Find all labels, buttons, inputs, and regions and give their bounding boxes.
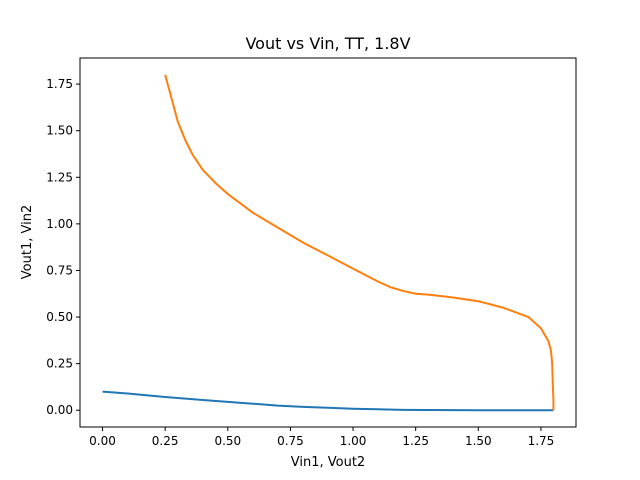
series-1-line xyxy=(102,390,554,412)
y-axis-label: Vout1, Vin2 xyxy=(20,205,35,279)
y-tick-label: 1.75 xyxy=(46,77,73,91)
plot-area xyxy=(102,74,555,412)
x-tick-label: 0.50 xyxy=(214,434,241,448)
x-tick-label: 1.25 xyxy=(402,434,429,448)
x-tick-label: 0.00 xyxy=(89,434,116,448)
tick-group: 0.00 0.25 0.50 0.75 1.00 1.25 1.50 1.75 0.00 0.25… xyxy=(46,77,554,448)
y-tick-label: 0.25 xyxy=(46,357,73,371)
series-2-line xyxy=(164,74,555,411)
x-tick-label: 1.00 xyxy=(340,434,367,448)
axes-frame xyxy=(79,57,577,428)
x-tick-label: 0.75 xyxy=(277,434,304,448)
y-tick-label: 0.00 xyxy=(46,403,73,417)
x-tick-label: 1.50 xyxy=(465,434,492,448)
chart-title: Vout vs Vin, TT, 1.8V xyxy=(245,34,410,53)
y-tick-label: 1.00 xyxy=(46,217,73,231)
x-axis-label: Vin1, Vout2 xyxy=(291,455,365,470)
y-tick-label: 0.50 xyxy=(46,310,73,324)
y-tick-label: 1.50 xyxy=(46,124,73,138)
x-tick-label: 1.75 xyxy=(528,434,555,448)
y-tick-label: 1.25 xyxy=(46,170,73,184)
y-tick-label: 0.75 xyxy=(46,263,73,277)
x-tick-label: 0.25 xyxy=(152,434,179,448)
